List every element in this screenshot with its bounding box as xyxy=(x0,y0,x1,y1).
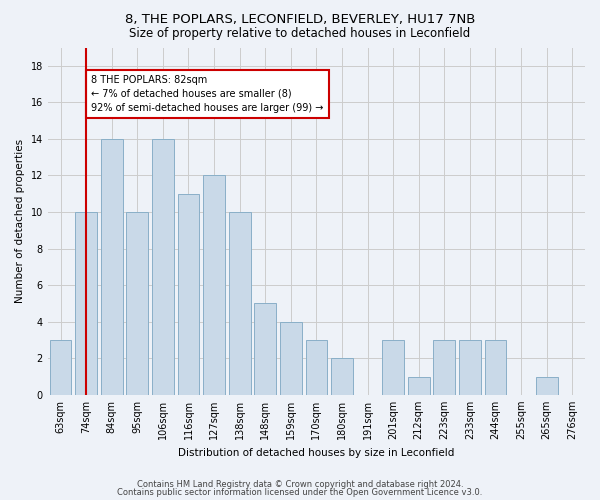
Bar xyxy=(203,176,225,395)
Bar xyxy=(101,139,122,395)
Y-axis label: Number of detached properties: Number of detached properties xyxy=(15,139,25,303)
Bar xyxy=(433,340,455,395)
Text: Contains public sector information licensed under the Open Government Licence v3: Contains public sector information licen… xyxy=(118,488,482,497)
Bar xyxy=(331,358,353,395)
Bar xyxy=(459,340,481,395)
Bar xyxy=(280,322,302,395)
Text: Size of property relative to detached houses in Leconfield: Size of property relative to detached ho… xyxy=(130,28,470,40)
Bar xyxy=(485,340,506,395)
Bar xyxy=(536,376,557,395)
Bar xyxy=(254,304,276,395)
Bar xyxy=(178,194,199,395)
Bar xyxy=(75,212,97,395)
Bar xyxy=(50,340,71,395)
Bar xyxy=(229,212,251,395)
X-axis label: Distribution of detached houses by size in Leconfield: Distribution of detached houses by size … xyxy=(178,448,455,458)
Bar xyxy=(408,376,430,395)
Bar xyxy=(127,212,148,395)
Text: 8 THE POPLARS: 82sqm
← 7% of detached houses are smaller (8)
92% of semi-detache: 8 THE POPLARS: 82sqm ← 7% of detached ho… xyxy=(91,75,323,113)
Text: 8, THE POPLARS, LECONFIELD, BEVERLEY, HU17 7NB: 8, THE POPLARS, LECONFIELD, BEVERLEY, HU… xyxy=(125,12,475,26)
Bar xyxy=(305,340,327,395)
Bar xyxy=(382,340,404,395)
Bar xyxy=(152,139,174,395)
Text: Contains HM Land Registry data © Crown copyright and database right 2024.: Contains HM Land Registry data © Crown c… xyxy=(137,480,463,489)
